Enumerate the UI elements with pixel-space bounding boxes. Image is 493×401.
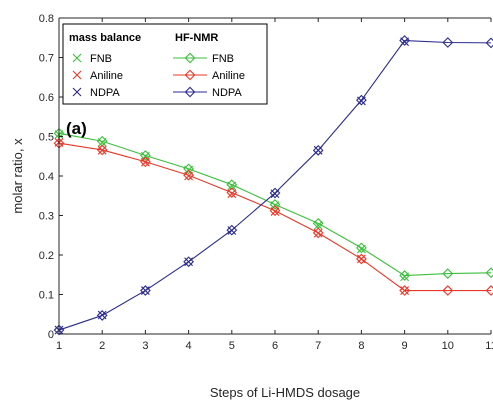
point-hf-nmr-aniline-8 — [356, 253, 367, 265]
legend-rows: FNB Aniline NDPA FNB Aniline NDPA — [72, 52, 245, 99]
x-tick-label-8: 8 — [358, 340, 364, 352]
point-hf-nmr-fnb-3 — [140, 150, 151, 161]
y-tick-label-5: 0.5 — [39, 132, 54, 144]
point-hf-nmr-aniline-4 — [183, 169, 194, 181]
point-hf-nmr-ndpa-1 — [53, 324, 65, 336]
x-tick-label-2: 2 — [99, 340, 105, 352]
point-hf-nmr-aniline-7 — [312, 227, 324, 239]
legend-marker-hf-nmr-aniline — [184, 69, 196, 81]
point-hf-nmr-aniline-5 — [226, 187, 238, 198]
legend-marker-mass-balance-fnb — [72, 53, 82, 63]
legend-label-mass-balance-aniline: Aniline — [90, 70, 123, 82]
y-tick-label-4: 0.4 — [39, 171, 54, 183]
point-hf-nmr-ndpa-9 — [399, 35, 410, 46]
x-tick-label-9: 9 — [402, 340, 408, 352]
series-marks — [53, 35, 493, 336]
legend-label-hf-nmr-aniline: Aniline — [212, 70, 245, 82]
point-hf-nmr-fnb-6 — [269, 199, 281, 210]
point-hf-nmr-aniline-3 — [140, 156, 151, 168]
x-tick-label-3: 3 — [142, 340, 148, 352]
point-hf-nmr-ndpa-2 — [96, 310, 108, 321]
point-hf-nmr-aniline-2 — [96, 144, 108, 156]
x-tick-label-7: 7 — [315, 340, 321, 352]
point-hf-nmr-ndpa-10 — [442, 37, 454, 48]
legend-title-mass-balance: mass balance — [69, 32, 141, 44]
legend-marker-hf-nmr-fnb — [184, 52, 196, 64]
series-line-aniline — [58, 142, 491, 292]
series-line-fnb — [58, 132, 492, 277]
point-hf-nmr-ndpa-11 — [485, 37, 493, 49]
point-hf-nmr-fnb-8 — [356, 242, 367, 254]
point-hf-nmr-fnb-4 — [183, 163, 194, 175]
panel-label: (a) — [66, 119, 87, 138]
point-hf-nmr-aniline-10 — [442, 285, 454, 296]
x-tick-label-5: 5 — [229, 340, 235, 352]
point-hf-nmr-fnb-11 — [485, 267, 493, 279]
y-axis-label: molar ratio, x — [10, 138, 25, 214]
point-hf-nmr-fnb-10 — [442, 268, 454, 279]
x-tick-label-10: 10 — [442, 340, 454, 352]
point-hf-nmr-ndpa-6 — [269, 187, 281, 199]
x-tick-label-6: 6 — [272, 340, 278, 352]
point-hf-nmr-fnb-5 — [226, 179, 238, 191]
point-hf-nmr-aniline-11 — [485, 285, 493, 296]
y-tick-label-0: 0 — [48, 329, 54, 341]
x-tick-label-1: 1 — [56, 340, 62, 352]
y-tick-label-6: 0.6 — [39, 92, 54, 104]
point-mass-balance-fnb-7 — [313, 220, 323, 230]
series-line-ndpa — [58, 39, 492, 331]
legend-box — [62, 23, 268, 105]
y-tick-label-8: 0.8 — [39, 13, 54, 25]
legend: mass balance HF-NMR FNB Aniline NDPA FNB Ani… — [62, 23, 268, 105]
legend-label-hf-nmr-fnb: FNB — [212, 53, 234, 65]
x-axis-label: Steps of Li-HMDS dosage — [210, 385, 360, 400]
y-tick-label-2: 0.2 — [39, 250, 54, 262]
x-tick-label-11: 11 — [485, 340, 493, 352]
point-hf-nmr-ndpa-5 — [226, 224, 238, 236]
y-tick-label-1: 0.1 — [39, 290, 54, 302]
point-hf-nmr-ndpa-4 — [183, 256, 194, 268]
legend-label-hf-nmr-ndpa: NDPA — [212, 87, 242, 99]
point-hf-nmr-aniline-6 — [269, 205, 281, 217]
y-tick-label-7: 0.7 — [39, 53, 54, 65]
legend-label-mass-balance-ndpa: NDPA — [90, 87, 120, 99]
x-tick-label-4: 4 — [186, 340, 192, 352]
point-hf-nmr-ndpa-7 — [312, 144, 324, 156]
point-hf-nmr-fnb-9 — [399, 270, 410, 281]
legend-marker-mass-balance-aniline — [72, 70, 82, 80]
point-hf-nmr-ndpa-3 — [140, 285, 151, 296]
legend-marker-mass-balance-ndpa — [72, 87, 82, 97]
legend-title-hf-nmr: HF-NMR — [175, 32, 218, 44]
point-hf-nmr-aniline-9 — [399, 285, 410, 296]
axes: 1 2 3 4 5 6 7 8 9 10 11 0 0.1 0.2 0.3 0.4 0.5 0.6 0.7 0.8 — [39, 13, 493, 352]
legend-marker-hf-nmr-ndpa — [184, 86, 196, 98]
legend-label-mass-balance-fnb: FNB — [90, 53, 112, 65]
point-hf-nmr-ndpa-8 — [356, 94, 367, 106]
y-tick-label-3: 0.3 — [39, 211, 54, 223]
